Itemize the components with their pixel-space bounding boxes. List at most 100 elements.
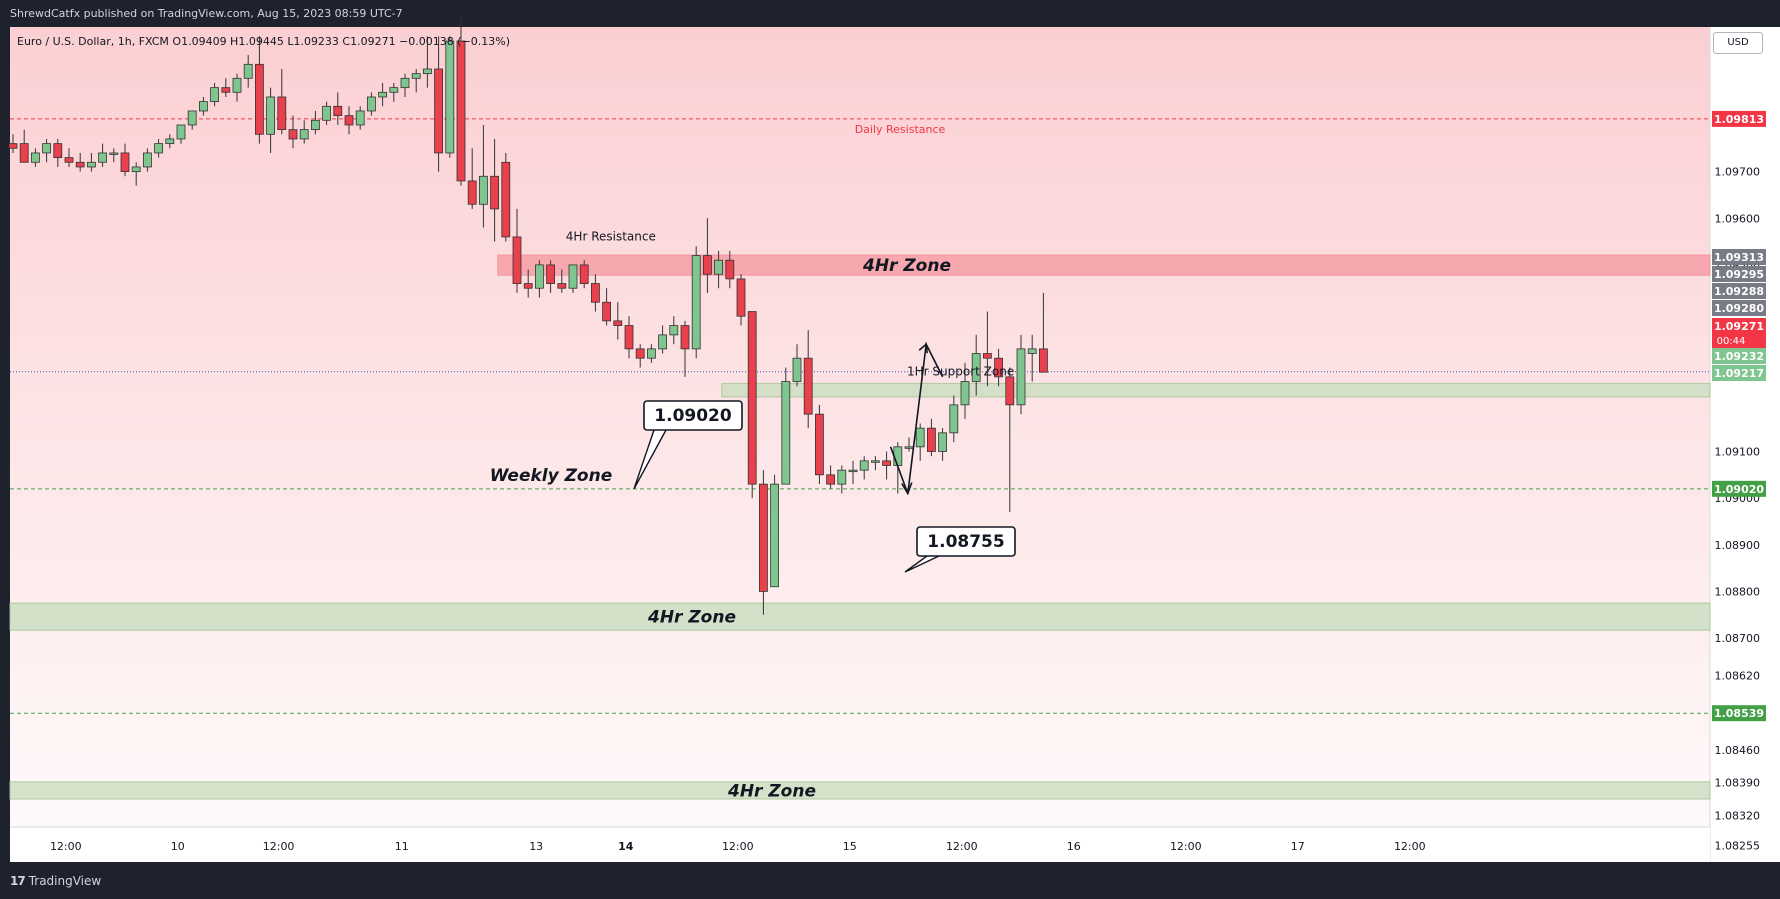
candle-90[interactable]	[1016, 334, 1026, 415]
candle-9[interactable]	[109, 148, 119, 163]
candle-88[interactable]	[994, 348, 1003, 387]
candle-3[interactable]	[42, 138, 51, 163]
callout-4hr[interactable]: 1.08755	[904, 526, 1016, 573]
candle-50[interactable]	[568, 264, 578, 293]
candle-58[interactable]	[658, 325, 667, 354]
candle-65[interactable]	[736, 274, 746, 326]
candle-42[interactable]	[478, 124, 488, 228]
price-tag-5[interactable]: 1.09232	[1712, 348, 1766, 364]
candle-83[interactable]	[938, 428, 947, 461]
candle-61[interactable]	[691, 246, 701, 359]
candle-68[interactable]	[770, 474, 779, 588]
candle-11[interactable]	[131, 162, 141, 186]
candle-86[interactable]	[971, 334, 981, 396]
candle-29[interactable]	[333, 92, 343, 125]
candle-7[interactable]	[87, 152, 96, 172]
candle-39[interactable]	[445, 36, 455, 158]
price-axis[interactable]	[1710, 27, 1780, 862]
candle-89[interactable]	[1005, 367, 1015, 513]
candle-31[interactable]	[355, 106, 365, 130]
price-tag-4[interactable]: 1.09271 00:44	[1712, 318, 1766, 348]
candle-77[interactable]	[871, 456, 880, 471]
candle-14[interactable]	[165, 134, 175, 149]
zone-resistance-0[interactable]	[497, 254, 1711, 276]
candle-51[interactable]	[579, 260, 589, 289]
candle-54[interactable]	[613, 302, 623, 340]
zone-support-1[interactable]	[721, 382, 1711, 398]
candle-17[interactable]	[198, 96, 208, 116]
candle-5[interactable]	[64, 148, 74, 167]
candle-91[interactable]	[1027, 334, 1037, 382]
candle-59[interactable]	[669, 316, 679, 345]
candle-72[interactable]	[815, 404, 824, 485]
candle-62[interactable]	[703, 218, 712, 293]
candle-71[interactable]	[803, 330, 813, 429]
candle-37[interactable]	[422, 36, 432, 88]
candle-24[interactable]	[277, 68, 287, 135]
candle-43[interactable]	[490, 138, 500, 242]
price-tag-2[interactable]: 1.09288	[1712, 283, 1766, 299]
candle-52[interactable]	[591, 274, 600, 312]
candle-1[interactable]	[19, 129, 29, 163]
candle-21[interactable]	[243, 54, 253, 88]
projection-arrows[interactable]	[889, 341, 944, 496]
tradingview-brand[interactable]: 17 TradingView	[10, 874, 101, 888]
candle-75[interactable]	[848, 460, 858, 485]
candle-53[interactable]	[602, 288, 611, 326]
candle-87[interactable]	[983, 311, 992, 387]
candle-69[interactable]	[781, 367, 791, 485]
price-tag-6[interactable]: 1.09217	[1712, 365, 1766, 381]
candle-8[interactable]	[98, 143, 107, 167]
candle-76[interactable]	[859, 456, 869, 480]
candle-60[interactable]	[680, 320, 690, 377]
candle-30[interactable]	[344, 106, 354, 135]
candle-0[interactable]	[8, 134, 18, 153]
candle-34[interactable]	[389, 82, 399, 102]
zone-support-2[interactable]	[9, 602, 1711, 631]
candle-44[interactable]	[501, 152, 511, 242]
candle-23[interactable]	[266, 87, 276, 153]
candle-36[interactable]	[411, 68, 421, 93]
level-tag-0[interactable]: 1.09813	[1712, 110, 1766, 127]
candle-20[interactable]	[232, 73, 242, 102]
candle-49[interactable]	[557, 269, 567, 293]
candle-63[interactable]	[714, 250, 723, 289]
candle-12[interactable]	[142, 148, 152, 172]
zone-support-3[interactable]	[9, 781, 1711, 800]
candle-48[interactable]	[546, 260, 555, 293]
candle-66[interactable]	[747, 311, 757, 499]
candle-46[interactable]	[523, 269, 533, 298]
candle-38[interactable]	[434, 36, 444, 172]
candle-47[interactable]	[535, 260, 544, 298]
candle-35[interactable]	[400, 73, 410, 97]
candle-70[interactable]	[792, 344, 802, 387]
candle-33[interactable]	[378, 82, 388, 107]
price-tag-3[interactable]: 1.09280	[1712, 300, 1766, 316]
candle-40[interactable]	[456, 17, 466, 186]
candle-25[interactable]	[288, 115, 298, 149]
level-tag-1[interactable]: 1.09020	[1712, 480, 1766, 497]
candle-57[interactable]	[647, 344, 656, 363]
candle-15[interactable]	[176, 124, 186, 144]
candle-45[interactable]	[512, 208, 522, 293]
candle-41[interactable]	[467, 148, 477, 209]
price-tag-0[interactable]: 1.09313	[1712, 249, 1766, 265]
callout-weekly[interactable]: 1.09020	[633, 400, 743, 490]
currency-button[interactable]: USD	[1713, 32, 1763, 54]
candle-26[interactable]	[299, 120, 309, 144]
candle-16[interactable]	[187, 110, 197, 130]
candle-85[interactable]	[960, 362, 970, 419]
candle-81[interactable]	[915, 423, 925, 461]
candle-27[interactable]	[310, 110, 320, 135]
chart-pane[interactable]	[10, 27, 1710, 862]
candle-32[interactable]	[366, 92, 376, 116]
candle-10[interactable]	[120, 143, 130, 177]
candle-19[interactable]	[221, 78, 231, 97]
candle-2[interactable]	[30, 148, 40, 167]
price-tag-1[interactable]: 1.09295	[1712, 266, 1766, 282]
time-axis[interactable]	[10, 827, 1710, 862]
candle-6[interactable]	[75, 152, 85, 172]
candle-84[interactable]	[949, 395, 959, 443]
candle-55[interactable]	[624, 316, 634, 359]
